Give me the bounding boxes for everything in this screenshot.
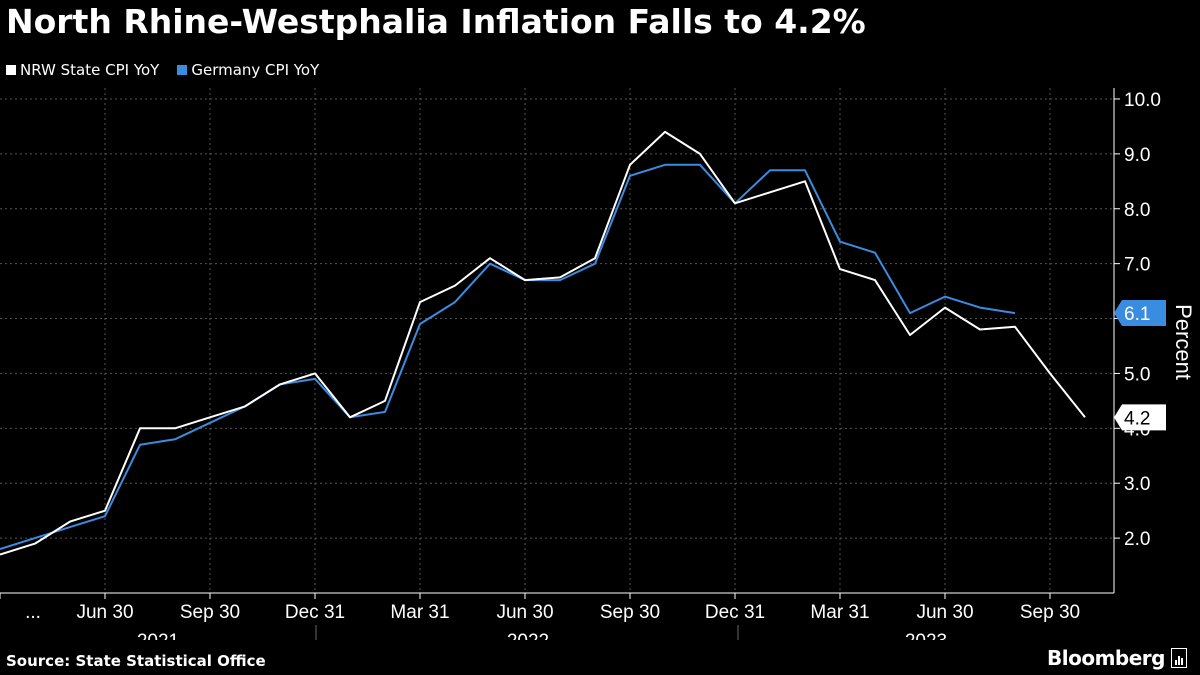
x-tick-label: Sep 30 (600, 602, 660, 623)
line-chart: 2.03.04.05.06.07.08.09.010.0...Jun 30Sep… (0, 88, 1196, 640)
x-tick-label: Jun 30 (496, 602, 553, 623)
x-tick-label: ... (25, 602, 41, 623)
y-tick-label: 5.0 (1124, 364, 1150, 385)
y-tick-label: 3.0 (1124, 474, 1150, 495)
x-tick-label: Sep 30 (1020, 602, 1080, 623)
legend-item-germany: Germany CPI YoY (177, 61, 319, 79)
last-value-label-germany: 6.1 (1114, 300, 1166, 327)
year-label: 2023 (905, 631, 947, 640)
legend-item-nrw: NRW State CPI YoY (6, 61, 159, 79)
legend: NRW State CPI YoY Germany CPI YoY (6, 61, 319, 79)
last-value-label-nrw: 4.2 (1114, 404, 1166, 431)
x-tick-label: Jun 30 (76, 602, 133, 623)
last-value-flag (1114, 404, 1166, 431)
series-line-germany (0, 163, 1016, 551)
y-tick-label: 7.0 (1124, 255, 1150, 276)
y-tick-label: 2.0 (1124, 529, 1150, 550)
x-tick-label: Mar 31 (390, 602, 449, 623)
terminal-icon (1170, 648, 1187, 668)
x-tick-label: Sep 30 (180, 602, 240, 623)
legend-swatch-nrw (6, 65, 16, 75)
x-tick-label: Dec 31 (705, 602, 765, 623)
last-value-text: 4.2 (1124, 408, 1150, 429)
legend-label-germany: Germany CPI YoY (191, 61, 320, 79)
brand-logo: Bloomberg (1047, 646, 1187, 670)
legend-label-nrw: NRW State CPI YoY (20, 61, 160, 79)
last-value-flag (1114, 300, 1166, 327)
x-tick-label: Dec 31 (285, 602, 345, 623)
chart-title: North Rhine-Westphalia Inflation Falls t… (6, 2, 866, 41)
brand-wordmark: Bloomberg (1047, 646, 1165, 670)
year-label: 2022 (507, 631, 549, 640)
series-line-nrw (0, 130, 1086, 556)
year-label: 2021 (137, 631, 179, 640)
y-tick-label: 10.0 (1124, 90, 1161, 111)
x-tick-label: Mar 31 (810, 602, 869, 623)
x-tick-label: Jun 30 (916, 602, 973, 623)
last-value-text: 6.1 (1124, 304, 1150, 325)
legend-swatch-germany (177, 65, 188, 75)
y-tick-label: 8.0 (1124, 200, 1150, 221)
source-note: Source: State Statistical Office (6, 652, 266, 670)
y-tick-label: 9.0 (1124, 145, 1150, 166)
y-axis-label: Percent (1171, 304, 1196, 380)
